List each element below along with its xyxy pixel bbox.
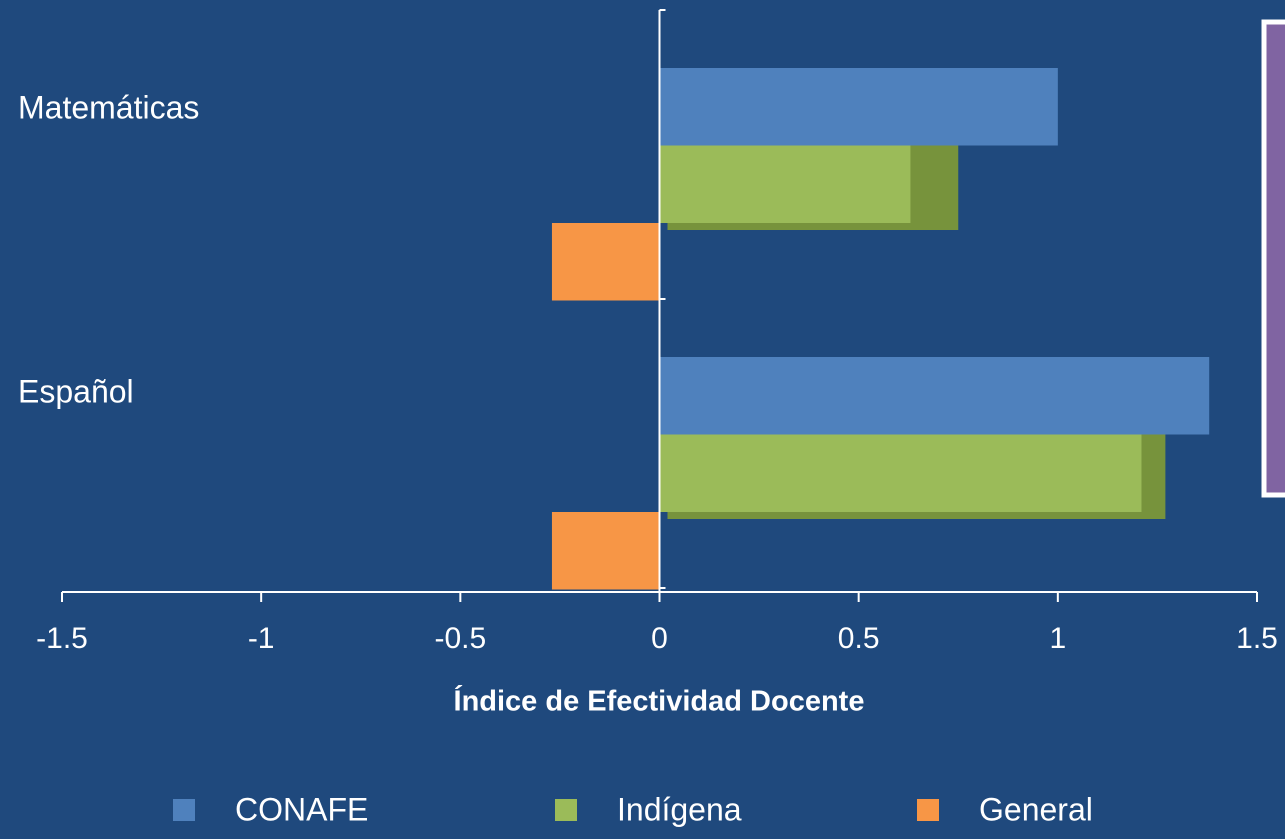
legend-label: CONAFE xyxy=(235,791,368,827)
side-box xyxy=(1261,19,1285,498)
x-tick-label: -1.5 xyxy=(36,622,88,655)
bar xyxy=(551,223,660,301)
x-axis-title: Índice de Efectividad Docente xyxy=(454,684,865,718)
category-label: Matemáticas xyxy=(18,89,199,125)
category-label: Español xyxy=(18,373,134,409)
legend-label: General xyxy=(979,791,1093,827)
legend-label: Indígena xyxy=(617,791,742,827)
bar xyxy=(659,357,1210,435)
legend-swatch xyxy=(555,799,577,821)
legend-swatch xyxy=(173,799,195,821)
x-tick-label: 1.5 xyxy=(1236,622,1278,655)
x-tick-label: -1 xyxy=(248,622,275,655)
x-tick-label: 0 xyxy=(651,622,668,655)
bar xyxy=(659,68,1058,146)
x-tick-label: 0.5 xyxy=(838,622,880,655)
x-tick-label: -0.5 xyxy=(434,622,486,655)
bar xyxy=(659,434,1142,512)
x-tick-label: 1 xyxy=(1049,622,1066,655)
bar xyxy=(551,512,660,590)
legend-swatch xyxy=(917,799,939,821)
bar xyxy=(659,145,911,223)
